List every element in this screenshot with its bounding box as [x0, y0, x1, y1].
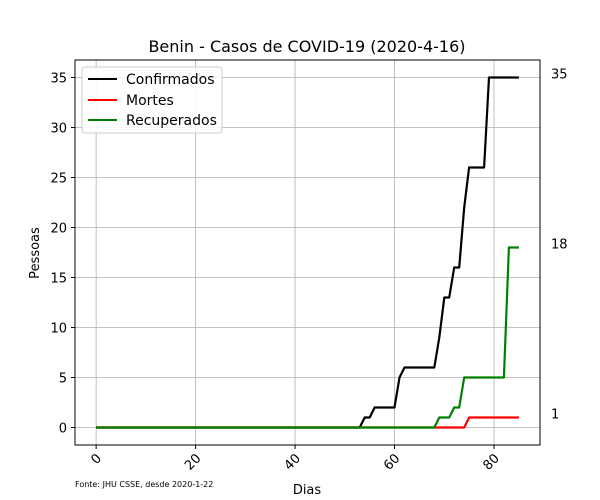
series-line-confirmados	[96, 76, 519, 429]
end-value-label: 35	[551, 68, 568, 83]
legend-label-recuperados: Recuperados	[126, 113, 217, 129]
legend-label-mortes: Mortes	[126, 93, 174, 109]
y-tick-label: 20	[50, 222, 67, 237]
series-line-mortes	[96, 416, 519, 429]
end-value-labels: 35 18 1	[551, 68, 568, 423]
y-axis-label: Pessoas	[28, 227, 43, 279]
series-line-recuperados	[96, 246, 519, 429]
y-tick-label: 35	[50, 72, 67, 87]
y-tick-label: 0	[59, 422, 67, 437]
x-tick-label: 0	[89, 451, 105, 467]
legend-box	[81, 66, 223, 134]
y-tick-label: 25	[50, 172, 67, 187]
y-tick-label: 15	[50, 272, 67, 287]
y-tick-label: 5	[59, 372, 67, 387]
x-axis-label: Dias	[293, 483, 322, 498]
end-value-label: 1	[551, 408, 559, 423]
x-axis: 0 20 40 60 80	[89, 445, 503, 474]
x-tick-label: 60	[381, 451, 403, 473]
y-tick-label: 30	[50, 122, 67, 137]
y-tick-label: 10	[50, 322, 67, 337]
chart-title: Benin - Casos de COVID-19 (2020-4-16)	[148, 37, 465, 56]
legend: Confirmados Mortes Recuperados	[81, 66, 223, 134]
source-note: Fonte: JHU CSSE, desde 2020-1-22	[75, 480, 213, 489]
plot-frame	[74, 59, 541, 446]
series-lines	[96, 76, 519, 429]
x-tick-label: 40	[282, 451, 304, 473]
legend-label-confirmados: Confirmados	[126, 72, 215, 88]
y-axis: 0 5 10 15 20 25 30 35	[50, 72, 75, 437]
end-value-label: 18	[551, 238, 568, 253]
x-tick-label: 80	[481, 451, 503, 473]
x-tick-label: 20	[182, 451, 204, 473]
